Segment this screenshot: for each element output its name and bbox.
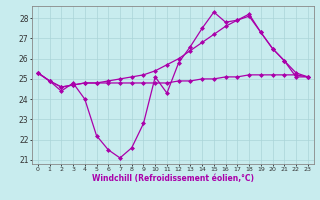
X-axis label: Windchill (Refroidissement éolien,°C): Windchill (Refroidissement éolien,°C) (92, 174, 254, 183)
